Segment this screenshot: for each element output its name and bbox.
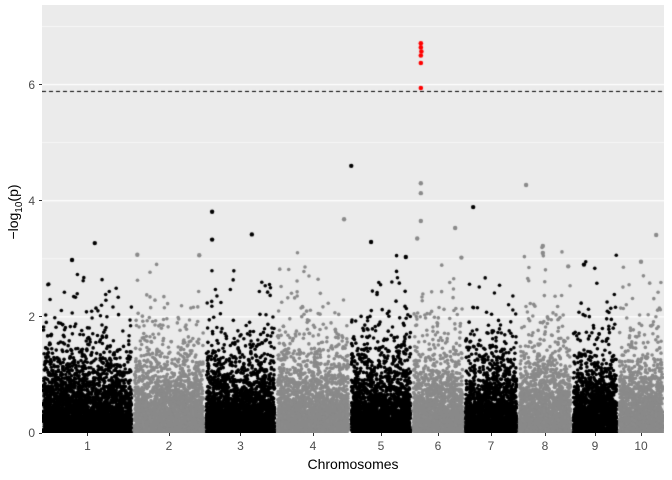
x-tick-label: 4 — [309, 439, 317, 453]
x-tick-label: 8 — [541, 439, 549, 453]
y-tick-label: 2 — [28, 309, 35, 324]
x-tick-mark — [312, 433, 314, 436]
x-axis-title: Chromosomes — [307, 456, 399, 472]
x-tick-mark — [168, 433, 170, 436]
y-tick-label: 4 — [28, 193, 35, 208]
y-tick-mark — [39, 432, 42, 434]
y-tick-label: 0 — [28, 426, 35, 440]
x-tick-mark — [640, 433, 642, 436]
x-tick-mark — [437, 433, 439, 436]
x-tick-mark — [594, 433, 596, 436]
x-tick-mark — [490, 433, 492, 436]
x-tick-label: 2 — [165, 439, 173, 453]
y-tick-mark — [39, 84, 42, 86]
x-tick-label: 3 — [237, 439, 244, 453]
x-tick-mark — [87, 433, 88, 436]
x-tick-mark — [544, 433, 546, 436]
x-tick-label: 1 — [84, 439, 91, 453]
x-tick-label: 6 — [434, 439, 442, 453]
x-tick-label: 10 — [634, 439, 648, 453]
x-tick-label: 7 — [487, 439, 495, 453]
y-axis-title: −log10(p) — [5, 184, 25, 239]
plot-area-canvas — [42, 5, 664, 433]
x-tick-mark — [240, 433, 241, 436]
x-tick-label: 9 — [591, 439, 599, 453]
x-tick-label: 5 — [377, 439, 385, 453]
y-axis-title-pre: −log — [5, 212, 22, 240]
x-tick-mark — [380, 433, 382, 436]
y-tick-mark — [39, 316, 42, 318]
y-tick-label: 6 — [28, 77, 35, 92]
y-tick-mark — [39, 200, 42, 202]
